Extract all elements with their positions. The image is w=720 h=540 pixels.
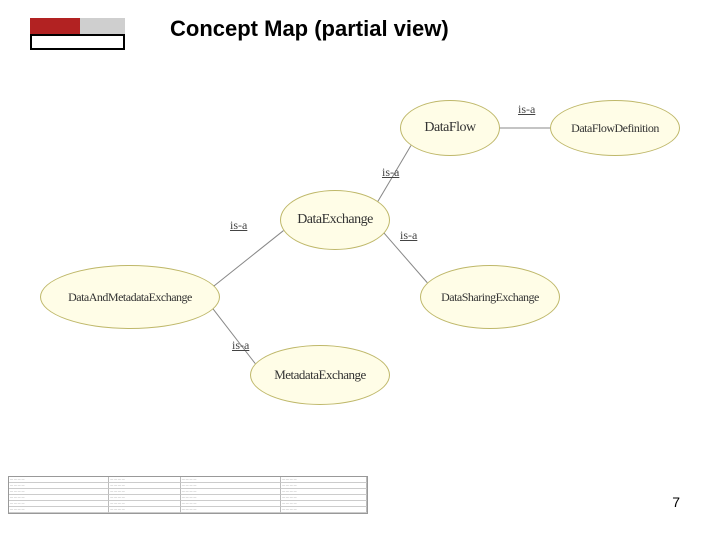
slide-logo [30,18,125,50]
edge-metadata-dataandmeta [213,309,255,363]
logo-grey-block [80,18,125,34]
node-metadata: MetadataExchange [250,345,390,405]
node-dataandmeta: DataAndMetadataExchange [40,265,220,329]
edge-label-1: is-a [382,165,399,180]
node-dataflow: DataFlow [400,100,500,156]
edge-label-4: is-a [232,338,249,353]
footer-mini-table: — — — —— — — —— — — —— — — —— — — —— — —… [8,476,368,514]
footer-cell: — — — — [181,507,281,513]
page-number: 7 [672,494,680,510]
node-dataflowdef: DataFlowDefinition [550,100,680,156]
footer-cell: — — — — [9,507,109,513]
edge-label-3: is-a [400,228,417,243]
logo-outline-block [30,34,125,50]
edge-label-2: is-a [230,218,247,233]
logo-red-block [30,18,80,34]
node-datasharing: DataSharingExchange [420,265,560,329]
edge-dataexchange-dataandmeta [214,231,283,286]
concept-map-diagram: DataFlow DataFlowDefinition DataExchange Da… [0,60,720,440]
slide-title: Concept Map (partial view) [170,16,449,42]
node-dataexchange: DataExchange [280,190,390,250]
footer-cell: — — — — [281,507,367,513]
footer-cell: — — — — [109,507,181,513]
edge-label-0: is-a [518,102,535,117]
